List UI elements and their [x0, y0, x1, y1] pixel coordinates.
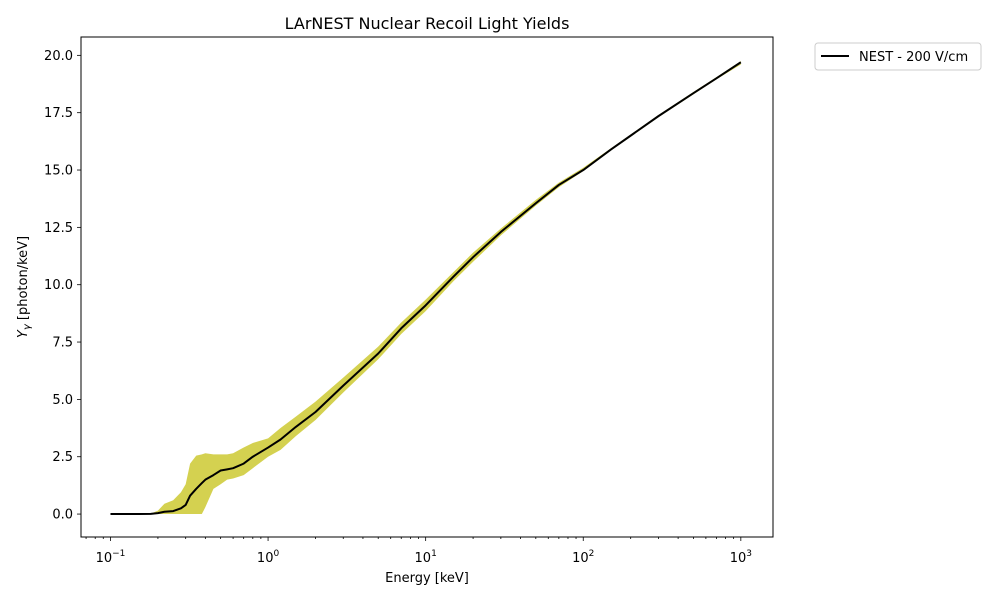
- y-tick-label: 10.0: [44, 278, 73, 293]
- x-axis: 10−1 100 101 102 103: [85, 537, 752, 566]
- y-tick-label: 0.0: [52, 508, 73, 523]
- x-tick-label: 10−1: [96, 549, 126, 566]
- x-tick-label: 103: [730, 549, 752, 566]
- y-tick-label: 5.0: [52, 393, 73, 408]
- y-axis: 0.0 2.5 5.0 7.5 10.0 12.5 15.0 17.5 20.0: [44, 49, 81, 523]
- legend: NEST - 200 V/cm: [814, 42, 982, 71]
- y-tick-label: 20.0: [44, 49, 73, 64]
- x-axis-label: Energy [keV]: [385, 571, 469, 586]
- y-tick-label: 12.5: [44, 221, 73, 236]
- chart-title: LArNEST Nuclear Recoil Light Yields: [285, 14, 570, 33]
- legend-box: [814, 42, 982, 71]
- y-axis-label: Yγ [photon/keV]: [16, 236, 33, 338]
- plot-frame: [80, 36, 774, 538]
- legend-label-nest-200: NEST - 200 V/cm: [859, 50, 968, 65]
- x-tick-label: 100: [257, 549, 280, 566]
- series-line-layer: [110, 61, 742, 516]
- y-tick-label: 15.0: [44, 164, 73, 179]
- y-tick-label: 17.5: [44, 106, 73, 121]
- y-tick-label: 7.5: [52, 336, 73, 351]
- x-tick-label: 102: [572, 549, 594, 566]
- series-line-nest-200: [110, 61, 742, 516]
- x-tick-label: 101: [415, 549, 437, 566]
- y-tick-label: 2.5: [52, 450, 73, 465]
